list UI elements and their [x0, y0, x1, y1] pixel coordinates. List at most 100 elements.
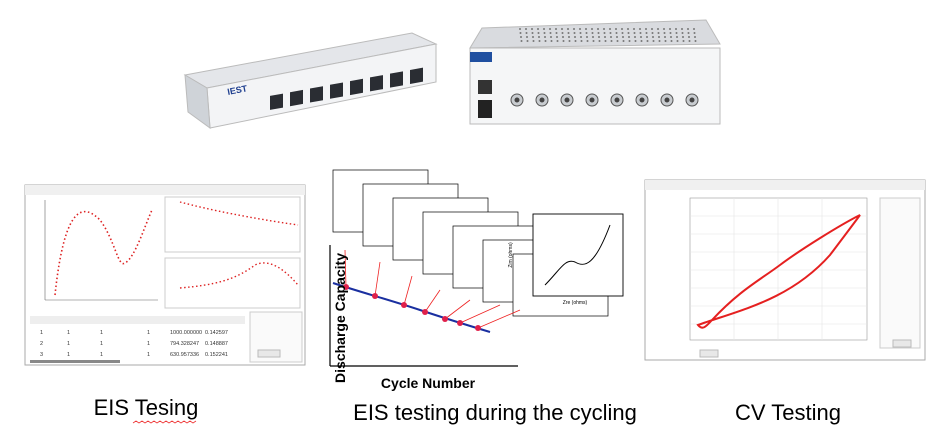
vent-hole — [628, 40, 631, 42]
vent-hole — [580, 40, 583, 42]
table-cell: 1 — [67, 341, 70, 347]
vent-hole — [567, 32, 570, 34]
vent-hole — [669, 28, 671, 30]
port-core — [514, 97, 520, 103]
vent-hole — [579, 28, 581, 30]
vent-hole — [561, 32, 564, 34]
vent-hole — [543, 28, 545, 30]
port-core — [614, 97, 620, 103]
vent-hole — [520, 40, 523, 42]
vent-hole — [562, 36, 564, 38]
table-cell: 1 — [67, 352, 70, 358]
vent-hole — [591, 32, 594, 34]
table-cell: 1 — [147, 352, 150, 358]
port-core — [639, 97, 645, 103]
vent-hole — [621, 28, 623, 30]
vent-hole — [622, 40, 625, 42]
vent-hole — [568, 40, 571, 42]
vent-hole — [579, 32, 582, 34]
vent-hole — [681, 28, 683, 30]
vent-hole — [652, 36, 654, 38]
vent-hole — [694, 36, 696, 38]
caption: CV Testing — [735, 400, 841, 425]
vent-hole — [550, 40, 553, 42]
cycle-point — [343, 284, 349, 290]
cv-screenshot — [644, 179, 926, 361]
slot — [330, 82, 343, 99]
vent-hole — [525, 28, 527, 30]
vent-hole — [544, 40, 547, 42]
vent-hole — [586, 40, 589, 42]
cycle-point — [475, 325, 481, 331]
vent-hole — [585, 32, 588, 34]
vent-hole — [646, 40, 649, 42]
vent-hole — [603, 32, 606, 34]
vent-hole — [531, 28, 533, 30]
vent-hole — [531, 32, 534, 34]
slot — [290, 89, 303, 107]
vent-hole — [670, 40, 673, 42]
vent-hole — [561, 28, 563, 30]
inset-x-label: Zre (ohms) — [563, 300, 588, 306]
slot — [310, 86, 323, 103]
spell-underline — [132, 420, 197, 424]
vent-hole — [640, 40, 643, 42]
vent-hole — [693, 28, 695, 30]
vent-hole — [543, 32, 546, 34]
inset-curve — [544, 224, 611, 286]
vent-hole — [682, 40, 685, 42]
caption: EIS Tesing — [94, 395, 199, 420]
cycle-point — [442, 316, 448, 322]
table-cell: 794.328247 — [170, 341, 199, 347]
table-cell: 3 — [40, 352, 43, 358]
vent-hole — [573, 32, 576, 34]
vent-hole — [639, 28, 641, 30]
vent-hole — [645, 32, 648, 34]
vent-hole — [681, 32, 684, 34]
vent-hole — [532, 40, 535, 42]
vent-hole — [538, 40, 541, 42]
vent-hole — [519, 32, 522, 34]
slot — [390, 71, 403, 88]
vent-hole — [616, 40, 619, 42]
vent-hole — [622, 36, 624, 38]
vent-hole — [627, 32, 630, 34]
vent-hole — [555, 28, 557, 30]
table-cell: 0.152241 — [205, 352, 228, 358]
port-core — [539, 97, 545, 103]
table-cell: 1000.000000 — [170, 330, 202, 336]
vent-hole — [676, 40, 679, 42]
brand: IEST — [226, 83, 248, 97]
vent-hole — [675, 28, 677, 30]
vent-hole — [574, 40, 577, 42]
table-cell: 1 — [147, 341, 150, 347]
vent-hole — [640, 36, 642, 38]
eis-screenshot: 1 1 1 1 1000.000000 0.142597 2 1 1 1 794.328247 0.1… — [24, 184, 306, 366]
vent-hole — [687, 28, 689, 30]
table-cell: 1 — [100, 341, 103, 347]
vent-hole — [574, 36, 576, 38]
link-line — [459, 304, 501, 324]
link-line — [403, 275, 413, 306]
vent-hole — [526, 40, 529, 42]
vent-hole — [562, 40, 565, 42]
vent-hole — [663, 28, 665, 30]
vent-hole — [693, 32, 696, 34]
vent-hole — [597, 28, 599, 30]
table-cell: 2 — [40, 341, 43, 347]
vent-hole — [610, 40, 613, 42]
vent-hole — [634, 40, 637, 42]
table-cell: 1 — [40, 330, 43, 336]
x-axis-label: Cycle Number — [381, 375, 476, 391]
vent-hole — [688, 40, 691, 42]
cycle-point — [401, 302, 407, 308]
table-cell: 1 — [100, 352, 103, 358]
vent-hole — [652, 40, 655, 42]
vent-hole — [519, 28, 521, 30]
vent-hole — [664, 36, 666, 38]
vent-hole — [664, 40, 667, 42]
vent-hole — [663, 32, 666, 34]
vent-hole — [610, 36, 612, 38]
vent-hole — [598, 36, 600, 38]
port-core — [664, 97, 670, 103]
